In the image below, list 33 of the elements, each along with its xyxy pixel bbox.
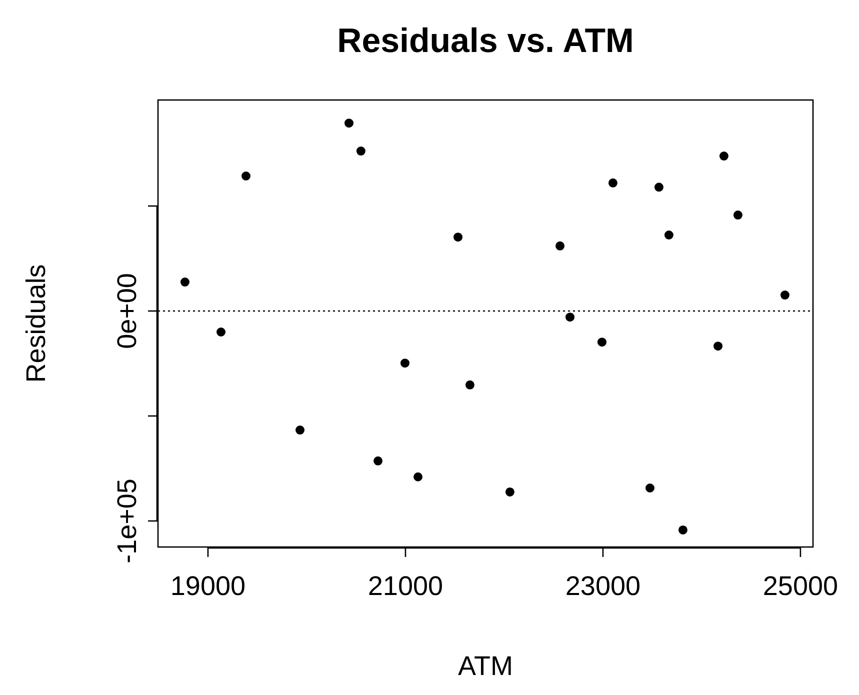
point	[645, 484, 654, 492]
x-tick-label: 25000	[762, 571, 838, 601]
point	[216, 328, 226, 337]
point	[565, 312, 574, 322]
point	[654, 182, 664, 192]
point	[505, 487, 514, 496]
point	[664, 230, 674, 240]
point	[678, 525, 688, 534]
point	[608, 178, 618, 188]
x-tick-label: 23000	[565, 571, 641, 601]
y-axis-title: Residuals	[21, 264, 51, 383]
y-tick-label: -1e+05	[112, 478, 142, 564]
point	[344, 118, 354, 128]
point	[180, 278, 190, 287]
point	[414, 472, 423, 482]
point	[597, 338, 606, 347]
point	[556, 241, 565, 250]
point	[780, 290, 790, 300]
point	[400, 358, 410, 368]
x-axis-title: ATM	[458, 651, 513, 681]
point	[714, 342, 723, 351]
point	[465, 380, 474, 390]
point	[296, 426, 304, 435]
point	[733, 210, 742, 220]
point	[719, 152, 728, 161]
y-tick-label: 0e+00	[112, 273, 142, 349]
point	[454, 232, 462, 242]
point	[241, 172, 250, 181]
x-tick-label: 19000	[170, 571, 246, 601]
point	[374, 456, 383, 466]
point	[356, 146, 366, 156]
chart-title: Residuals vs. ATM	[337, 22, 634, 60]
x-tick-label: 21000	[368, 571, 444, 601]
